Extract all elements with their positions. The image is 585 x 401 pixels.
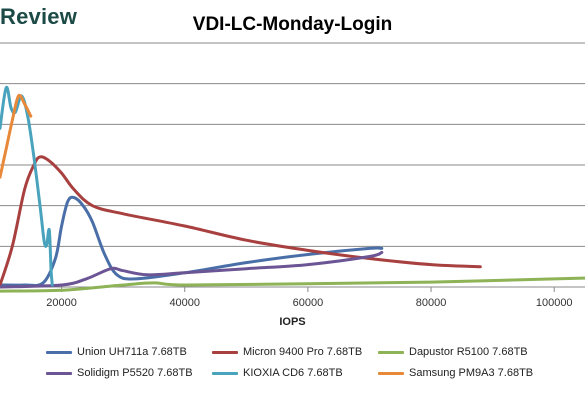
x-tick-label: 100000	[536, 297, 573, 309]
x-tick-label: 20000	[46, 297, 77, 309]
watermark-logo: Review	[0, 4, 78, 29]
legend-swatch	[46, 350, 72, 354]
legend-label: Micron 9400 Pro 7.68TB	[243, 346, 363, 358]
legend-label: Samsung PM9A3 7.68TB	[409, 367, 534, 379]
series-line-dapustor-r5100-7-68tb	[0, 276, 585, 293]
series-lines	[0, 85, 585, 293]
legend-swatch	[378, 350, 404, 354]
legend-label: Union UH711a 7.68TB	[77, 346, 187, 358]
legend-item-union-uh711a-7-68tb: Union UH711a 7.68TB	[46, 346, 212, 358]
series-line-solidigm-p5520-7-68tb	[0, 250, 384, 289]
legend-label: KIOXIA CD6 7.68TB	[243, 367, 343, 379]
legend-item-micron-9400-pro-7-68tb: Micron 9400 Pro 7.68TB	[212, 346, 378, 358]
x-tick-labels: 20000 40000 60000 80000 100000	[46, 287, 573, 309]
x-tick-label: 40000	[169, 297, 200, 309]
series-line-micron-9400-pro-7-68tb	[0, 155, 482, 287]
chart-title: VDI-LC-Monday-Login	[192, 14, 393, 35]
series-line-samsung-pm9a3-7-68tb	[0, 93, 33, 179]
legend: Union UH711a 7.68TB Micron 9400 Pro 7.68T…	[46, 346, 566, 379]
legend-label: Dapustor R5100 7.68TB	[409, 346, 528, 358]
legend-swatch	[46, 371, 72, 375]
x-tick-label: 80000	[416, 297, 447, 309]
legend-swatch	[378, 371, 404, 375]
legend-label: Solidigm P5520 7.68TB	[77, 367, 193, 379]
legend-item-dapustor-r5100-7-68tb: Dapustor R5100 7.68TB	[378, 346, 558, 358]
legend-item-solidigm-p5520-7-68tb: Solidigm P5520 7.68TB	[46, 367, 212, 379]
x-tick-label: 60000	[293, 297, 324, 309]
x-axis-label: IOPS	[279, 316, 306, 328]
series-line-kioxia-cd6-7-68tb	[0, 85, 54, 287]
legend-swatch	[212, 350, 238, 354]
legend-item-samsung-pm9a3-7-68tb: Samsung PM9A3 7.68TB	[378, 367, 558, 379]
grid-lines	[0, 42, 585, 247]
legend-item-kioxia-cd6-7-68tb: KIOXIA CD6 7.68TB	[212, 367, 378, 379]
legend-swatch	[212, 371, 238, 375]
